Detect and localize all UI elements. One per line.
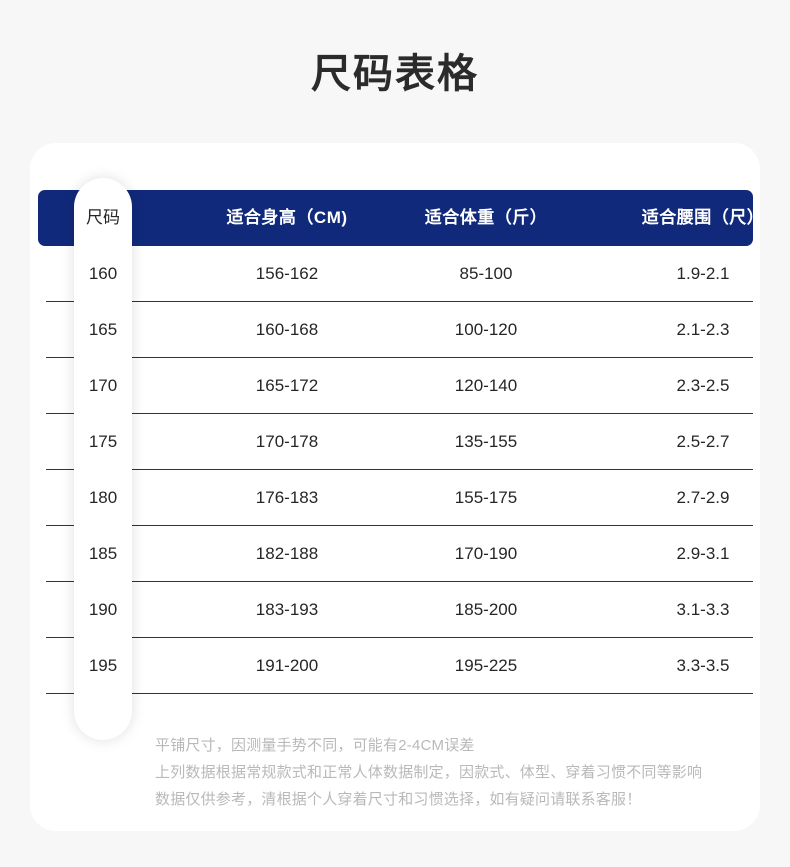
height-cell: 165-172 (255, 376, 319, 395)
weight-cell: 155-175 (454, 488, 518, 507)
note-line: 平铺尺寸，因测量手势不同，可能有2-4CM误差 (155, 737, 475, 754)
waist-cell: 1.9-2.1 (676, 264, 730, 283)
weight-cell: 120-140 (454, 376, 518, 395)
size-table: 尺码 适合身高（CM) 适合体重（斤） 适合腰围（尺） 160 156-162 85… (38, 190, 753, 700)
pill-size-value: 175 (88, 432, 118, 451)
waist-cell: 3.1-3.3 (676, 600, 730, 619)
height-cell: 160-168 (255, 320, 319, 339)
pill-size-value: 180 (88, 488, 118, 507)
table-row: 160 156-162 85-100 1.9-2.1 (46, 246, 753, 302)
pill-size-value: 160 (88, 264, 118, 283)
table-row: 195 191-200 195-225 3.3-3.5 (46, 638, 753, 694)
weight-cell: 185-200 (454, 600, 518, 619)
table-header-bar: 尺码 适合身高（CM) 适合体重（斤） 适合腰围（尺） (38, 190, 753, 246)
weight-cell: 100-120 (454, 320, 518, 339)
height-cell: 170-178 (255, 432, 319, 451)
waist-cell: 2.1-2.3 (676, 320, 730, 339)
waist-cell: 3.3-3.5 (676, 656, 730, 675)
waist-cell: 2.3-2.5 (676, 376, 730, 395)
size-column-pill: 尺码 160 165 170 175 180 185 190 195 (74, 178, 132, 740)
table-row: 185 182-188 170-190 2.9-3.1 (46, 526, 753, 582)
height-cell: 183-193 (255, 600, 319, 619)
table-row: 175 170-178 135-155 2.5-2.7 (46, 414, 753, 470)
table-body: 160 156-162 85-100 1.9-2.1 165 160-168 100-120… (46, 246, 753, 694)
size-chart-card (30, 143, 760, 831)
column-header-waist: 适合腰围（尺） (641, 208, 753, 227)
column-header-weight: 适合体重（斤） (424, 208, 548, 227)
height-cell: 176-183 (255, 488, 319, 507)
footer-notes: 平铺尺寸，因测量手势不同，可能有2-4CM误差上列数据根据常规款式和正常人体数据… (155, 732, 755, 813)
table-row: 190 183-193 185-200 3.1-3.3 (46, 582, 753, 638)
waist-cell: 2.7-2.9 (676, 488, 730, 507)
weight-cell: 135-155 (454, 432, 518, 451)
table-row: 170 165-172 120-140 2.3-2.5 (46, 358, 753, 414)
weight-cell: 85-100 (459, 264, 513, 283)
note-line: 上列数据根据常规款式和正常人体数据制定，因款式、体型、穿着习惯不同等影响 (155, 764, 703, 781)
height-cell: 182-188 (255, 544, 319, 563)
pill-size-value: 195 (88, 656, 118, 675)
column-header-height: 适合身高（CM) (226, 208, 348, 227)
weight-cell: 170-190 (454, 544, 518, 563)
weight-cell: 195-225 (454, 656, 518, 675)
waist-cell: 2.5-2.7 (676, 432, 730, 451)
note-line: 数据仅供参考，清根据个人穿着尺寸和习惯选择，如有疑问请联系客服！ (155, 791, 642, 808)
table-row: 180 176-183 155-175 2.7-2.9 (46, 470, 753, 526)
pill-size-value: 190 (88, 600, 118, 619)
height-cell: 156-162 (255, 264, 319, 283)
table-row: 165 160-168 100-120 2.1-2.3 (46, 302, 753, 358)
pill-header-size: 尺码 (86, 208, 120, 227)
pill-size-value: 185 (88, 544, 118, 563)
waist-cell: 2.9-3.1 (676, 544, 730, 563)
height-cell: 191-200 (255, 656, 319, 675)
page-title: 尺码表格 (311, 52, 479, 96)
pill-size-value: 170 (88, 376, 118, 395)
pill-size-value: 165 (88, 320, 118, 339)
